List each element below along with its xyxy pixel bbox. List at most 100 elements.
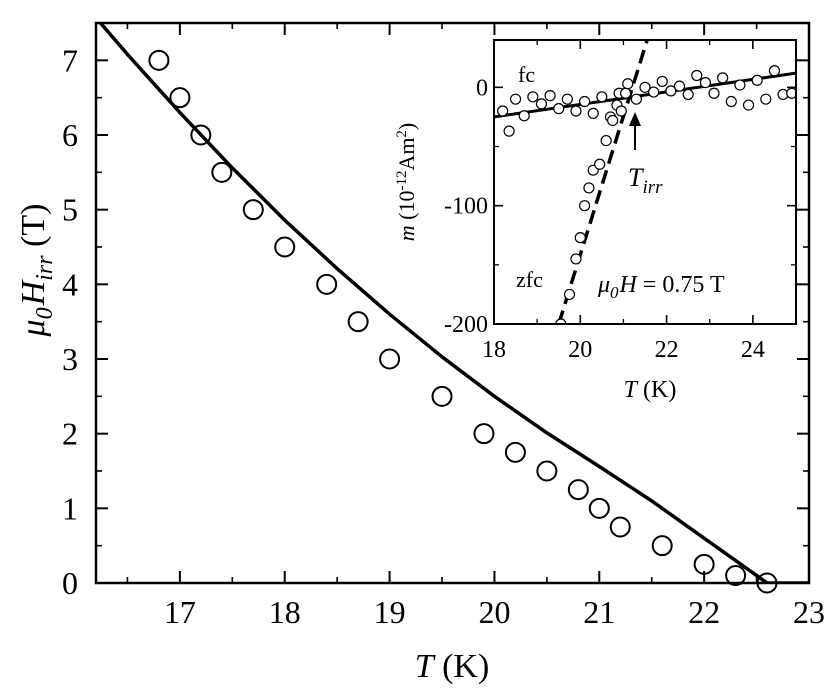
main-data-point xyxy=(242,199,264,221)
inset-fc-point xyxy=(596,91,608,103)
main-y-tick-label: 4 xyxy=(62,266,78,302)
main-data-point xyxy=(211,161,233,183)
main-frame xyxy=(94,21,811,585)
main-data-point xyxy=(756,572,778,594)
main-x-tick-label: 21 xyxy=(583,594,615,630)
inset-zfc-point xyxy=(563,288,576,301)
main-y-tick-label: 1 xyxy=(62,490,78,526)
main-data-point xyxy=(347,311,369,333)
main-plot-area xyxy=(94,21,811,585)
inset-fc-point xyxy=(648,86,660,98)
inset-zfc-point xyxy=(555,318,567,324)
main-x-tick-label: 22 xyxy=(688,594,720,630)
inset-zfc-point xyxy=(619,87,632,99)
inset-label-field: μ0H = 0.75 T xyxy=(597,272,725,302)
inset-fc-point xyxy=(497,105,509,117)
main-y-tick-label: 7 xyxy=(62,42,78,78)
inset-x-tick-label: 18 xyxy=(482,337,506,363)
main-y-tick-label: 6 xyxy=(62,117,78,153)
inset-fit-lines xyxy=(494,40,796,324)
inset-zfc-point xyxy=(570,253,582,265)
main-data-point xyxy=(536,460,558,482)
inset-zfc-point xyxy=(574,232,586,244)
inset-fc-point xyxy=(699,76,712,89)
main-data-point xyxy=(651,535,673,557)
inset-label-fc: fc xyxy=(518,62,535,87)
inset-fc-point xyxy=(587,107,599,119)
inset-frame xyxy=(493,39,797,325)
inset-zfc-point xyxy=(615,105,627,117)
main-ticks xyxy=(96,22,810,584)
inset-label-tirr: Tirr xyxy=(628,163,663,198)
main-data-point xyxy=(190,124,212,146)
inset-zfc-fit-line xyxy=(557,40,649,324)
inset-fc-point xyxy=(509,93,522,105)
main-x-axis-label: T (K) xyxy=(415,648,490,685)
inset-label-zfc: zfc xyxy=(516,267,543,292)
inset-fc-point xyxy=(742,99,755,111)
inset-fc-point xyxy=(535,98,548,110)
inset-x-tick-label: 22 xyxy=(655,337,679,363)
main-data-point xyxy=(504,441,526,463)
inset-fc-fit-line xyxy=(494,71,796,119)
main-x-tick-label: 20 xyxy=(478,594,510,630)
inset-fc-point xyxy=(760,93,772,105)
main-y-tick-label: 3 xyxy=(62,341,78,377)
main-data-point xyxy=(473,423,495,445)
main-data-point xyxy=(379,348,401,370)
inset-x-tick-label: 24 xyxy=(741,337,765,363)
main-x-tick-label: 17 xyxy=(164,594,196,630)
main-fit-line xyxy=(98,23,809,583)
inset-fc-point xyxy=(561,93,573,105)
inset-fc-point xyxy=(553,103,565,115)
inset-zfc-point xyxy=(578,200,591,212)
inset-y-axis-label: m (10-12Am2) xyxy=(394,123,419,242)
inset-zfc-point xyxy=(583,182,595,194)
inset-fc-point xyxy=(734,79,746,91)
main-data-point xyxy=(274,236,296,258)
inset-y-tick-labels: 0 -100 -200 xyxy=(444,75,488,338)
inset-data-points xyxy=(497,65,796,324)
inset-fc-point xyxy=(639,81,651,93)
inset-x-tick-label: 20 xyxy=(568,337,592,363)
main-x-tick-label: 23 xyxy=(793,594,825,630)
inset-fc-point xyxy=(708,87,720,99)
inset-fc-point xyxy=(717,72,729,84)
main-data-point xyxy=(609,516,631,538)
inset-fc-point xyxy=(682,88,694,101)
inset-fc-point xyxy=(578,95,591,108)
main-x-tick-label: 19 xyxy=(374,594,406,630)
main-data-points xyxy=(148,49,778,594)
inset-fc-point xyxy=(656,75,668,88)
inset-fc-point xyxy=(527,91,539,103)
inset-zfc-point xyxy=(607,114,619,127)
inset-fc-point xyxy=(786,87,796,99)
inset-fc-point xyxy=(622,78,634,90)
inset-fc-point xyxy=(630,93,642,105)
inset-x-axis-label: T (K) xyxy=(624,377,677,403)
inset-fc-point xyxy=(691,69,703,82)
inset-plot: 18 20 22 24 0 -100 -200 fc zfc Tirr μ0H = 0.7… xyxy=(394,39,797,403)
main-data-point xyxy=(725,565,747,587)
tirr-arrow xyxy=(629,112,641,150)
inset-zfc-point xyxy=(600,134,612,147)
main-y-axis-label: μ0Hirr (T) xyxy=(15,204,58,338)
inset-y-tick-label: -100 xyxy=(444,194,488,220)
inset-fc-point xyxy=(725,95,737,108)
main-x-tick-labels: 17 18 19 20 21 22 23 xyxy=(164,594,825,630)
inset-fc-point xyxy=(544,90,556,102)
inset-fc-point xyxy=(503,125,515,137)
inset-fc-point xyxy=(751,74,763,86)
inset-fc-point xyxy=(570,105,582,117)
main-data-point xyxy=(693,553,715,575)
main-data-point xyxy=(316,273,338,295)
main-y-tick-label: 5 xyxy=(62,192,78,228)
inset-y-tick-label: 0 xyxy=(476,75,488,101)
inset-fc-point xyxy=(518,110,530,122)
inset-y-tick-label: -200 xyxy=(444,312,488,338)
inset-fc-point xyxy=(673,80,686,92)
main-data-point xyxy=(431,385,453,407)
inset-zfc-point xyxy=(594,158,606,170)
